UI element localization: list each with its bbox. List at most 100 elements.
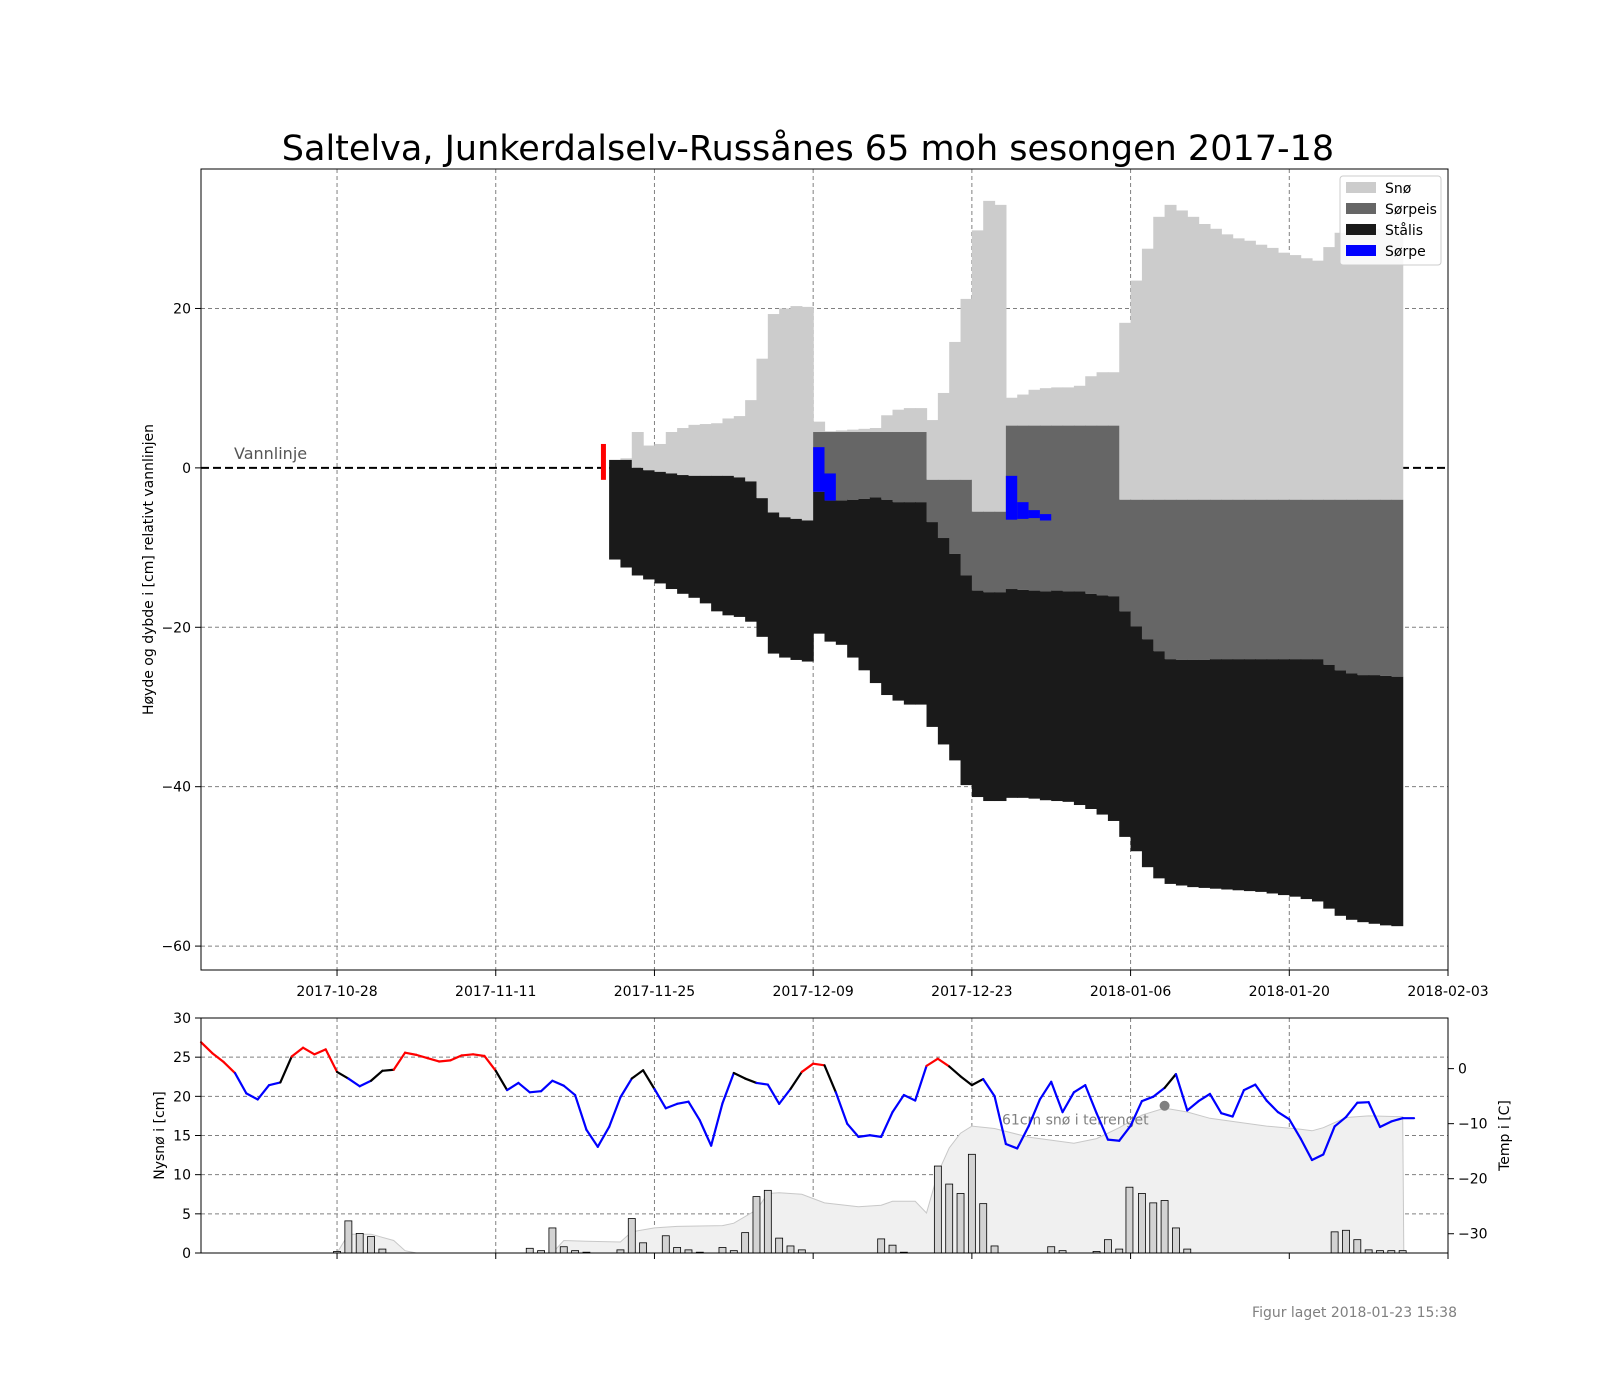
temperature-segment [1038,1080,1053,1101]
snow-bar [892,409,905,433]
black-ice-bar [1175,659,1188,886]
new-snow-bar [1342,1229,1350,1254]
snow-bar [1311,260,1324,500]
black-ice-bar [1096,595,1109,815]
temperature-segment [1072,1084,1087,1094]
weather-plot: 61cm snø i terrenget 0 5 10 15 20 25 30 0 −10 −20… [152,1011,1513,1262]
black-ice-bar [665,473,678,590]
temperature-segment [1016,1125,1030,1150]
temperature-segment [483,1054,497,1072]
x-tick-label: 2018-02-03 [1407,984,1488,1000]
slush-ice-bar [858,432,871,499]
slush-ice-bar [937,479,950,539]
y2-tick-label: 0 [1458,1062,1467,1078]
black-ice-bar [994,592,1007,802]
slush-ice-bar [1119,499,1132,612]
temperature-segment [698,1119,713,1147]
slush-ice-bar [1051,425,1064,591]
slush-ice-bar [1107,425,1120,597]
snow-bar [1039,388,1052,426]
snow-bar [654,443,667,472]
temperature-segment [789,1070,803,1091]
temperature-segment [245,1092,259,1101]
temperature-segment [755,1081,769,1086]
temperature-segment [982,1077,996,1098]
new-snow-bar [1104,1239,1112,1254]
black-ice-bar [1051,590,1064,802]
black-ice-bar [1311,659,1324,902]
black-ice-bar [937,538,950,745]
slush-ice-bar [1198,499,1211,660]
temperature-segment [948,1065,962,1078]
snow-depth-marker [1159,1100,1170,1111]
snow-depth-area [201,1107,1405,1254]
snow-bar [1153,216,1166,500]
snow-bar [711,423,724,476]
new-snow-bar [967,1153,976,1254]
black-ice-bar [983,592,996,802]
temperature-segment [313,1048,327,1056]
black-ice-bar [926,522,939,727]
main-axes: 20 0 −20 −40 −60 2017-10-28 2017-11-11 2017-11-… [141,168,1489,1000]
black-ice-bar [1119,611,1132,837]
black-ice-bar [631,467,644,576]
new-snow-bar [1160,1200,1169,1254]
temperature-segment [267,1081,282,1087]
new-snow-bar [990,1245,999,1254]
ice-profile-plot: Vannlinje 20 0 −20 −40 −60 2017-10-28 2017-11-… [141,168,1489,1000]
temperature-segment [925,1057,939,1067]
slush-ice-bar [1300,499,1313,660]
chart-title: Saltelva, Junkerdalselv-Russånes 65 moh … [282,128,1334,169]
temperature-segment [1208,1092,1223,1115]
temperature-segment [1254,1083,1268,1102]
y-tick-label: −40 [161,780,191,796]
temperature-segment [369,1069,384,1082]
new-snow-bar [559,1246,568,1254]
new-snow-bar [775,1237,784,1254]
temperature-segment [596,1125,611,1148]
temperature-segment [1186,1100,1200,1112]
slush-ice-bar [1209,499,1222,660]
black-ice-bar [1028,590,1041,799]
new-snow-bar [1353,1239,1362,1254]
temperature-segment [460,1053,475,1057]
temperature-segment [1004,1142,1019,1150]
temperature-segment [766,1083,781,1105]
black-ice-bar [756,498,769,637]
snow-bar [949,341,962,480]
new-snow-bar [763,1189,772,1254]
new-snow-bar [718,1247,727,1254]
temperature-segment [687,1100,701,1122]
temperature-segment [1322,1125,1336,1156]
slush-ice-bar [1289,499,1302,660]
slush-ice-bar [1130,499,1143,627]
temperature-segment [1356,1101,1370,1104]
weather-axes: 0 5 10 15 20 25 30 0 −10 −20 −30 Nysnø i [cm] Temp i… [152,1011,1513,1262]
temperature-segment [1129,1100,1144,1127]
slush-ice-bar [1085,425,1098,594]
legend-label: Sørpeis [1385,202,1437,218]
legend-swatch [1346,182,1376,193]
slush-ice-bar [1221,499,1234,660]
black-ice-bar [824,500,837,642]
temperature-segment [1095,1112,1110,1141]
temperature-segment [1220,1112,1234,1118]
slush-ice-bar [1164,499,1177,660]
black-ice-bar [915,502,928,705]
y2-tick-label: −30 [1458,1227,1488,1243]
slush-ice-bar [1153,499,1166,652]
legend-swatch [1346,203,1376,214]
snow-bar [1141,248,1154,500]
slush-ice-bar [994,511,1007,593]
new-snow-bar [877,1238,886,1254]
slush-ice-bar [1175,499,1188,660]
black-ice-bar [949,553,962,761]
snow-bar [926,420,939,480]
black-ice-bar [892,502,905,701]
temperature-segment [970,1077,985,1087]
x-tick-label: 2018-01-20 [1249,984,1330,1000]
slush-ice-bar [1255,499,1268,660]
temperature-segment [676,1100,690,1105]
snow-bar [631,432,644,468]
black-ice-bar [1141,639,1154,868]
